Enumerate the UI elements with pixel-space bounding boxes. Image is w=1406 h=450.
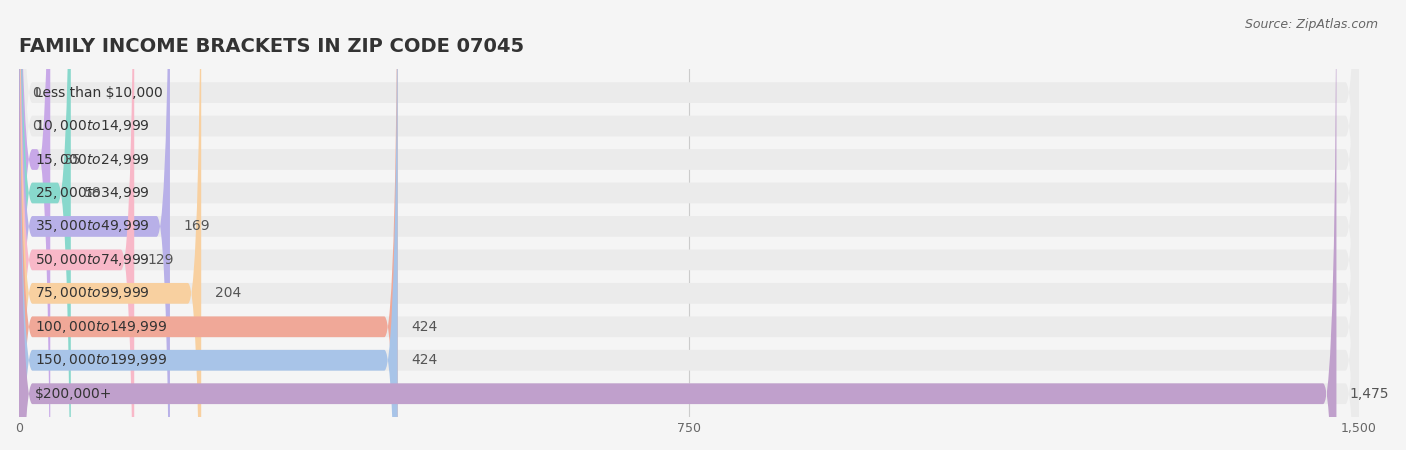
Text: 204: 204 [215,286,240,300]
Text: FAMILY INCOME BRACKETS IN ZIP CODE 07045: FAMILY INCOME BRACKETS IN ZIP CODE 07045 [20,37,524,57]
FancyBboxPatch shape [20,0,398,450]
FancyBboxPatch shape [20,0,1358,450]
FancyBboxPatch shape [20,0,1358,450]
Text: 0: 0 [32,86,41,99]
FancyBboxPatch shape [20,0,1337,450]
Text: 35: 35 [63,153,82,166]
Text: 424: 424 [411,320,437,334]
FancyBboxPatch shape [20,0,170,450]
Text: $35,000 to $49,999: $35,000 to $49,999 [35,218,150,234]
Text: 0: 0 [32,119,41,133]
Text: 129: 129 [148,253,174,267]
FancyBboxPatch shape [20,0,1358,450]
Text: 58: 58 [84,186,101,200]
Text: 1,475: 1,475 [1350,387,1389,400]
FancyBboxPatch shape [20,0,201,450]
Text: $75,000 to $99,999: $75,000 to $99,999 [35,285,150,302]
FancyBboxPatch shape [20,0,1358,450]
Text: $150,000 to $199,999: $150,000 to $199,999 [35,352,167,368]
Text: 169: 169 [183,220,209,234]
FancyBboxPatch shape [20,0,1358,450]
FancyBboxPatch shape [20,0,1358,450]
FancyBboxPatch shape [20,0,1358,450]
FancyBboxPatch shape [20,0,134,450]
Text: $100,000 to $149,999: $100,000 to $149,999 [35,319,167,335]
FancyBboxPatch shape [20,0,1358,450]
Text: $25,000 to $34,999: $25,000 to $34,999 [35,185,150,201]
Text: $10,000 to $14,999: $10,000 to $14,999 [35,118,150,134]
Text: Source: ZipAtlas.com: Source: ZipAtlas.com [1244,18,1378,31]
Text: Less than $10,000: Less than $10,000 [35,86,163,99]
Text: 424: 424 [411,353,437,367]
Text: $15,000 to $24,999: $15,000 to $24,999 [35,152,150,167]
FancyBboxPatch shape [20,0,1358,450]
Text: $200,000+: $200,000+ [35,387,112,400]
FancyBboxPatch shape [20,0,1358,450]
FancyBboxPatch shape [20,0,70,450]
Text: $50,000 to $74,999: $50,000 to $74,999 [35,252,150,268]
FancyBboxPatch shape [20,0,398,450]
FancyBboxPatch shape [20,0,51,450]
